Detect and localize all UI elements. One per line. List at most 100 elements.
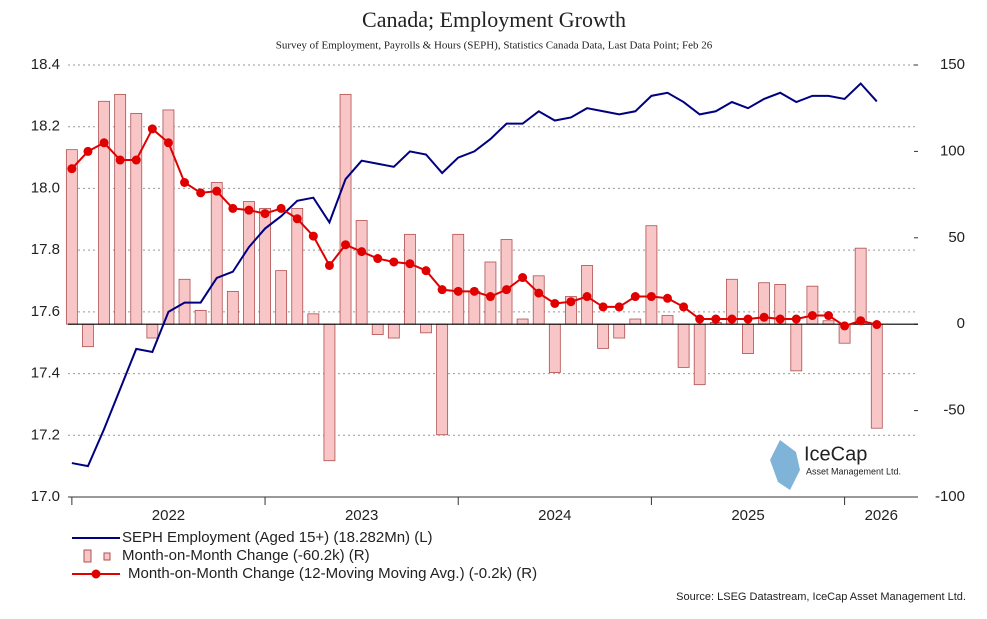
bar xyxy=(275,270,288,325)
y-tick-label: 17.2 xyxy=(31,426,60,443)
marker xyxy=(727,314,737,324)
x-tick-label: 2023 xyxy=(345,507,378,524)
marker xyxy=(196,188,206,198)
marker xyxy=(711,314,721,324)
marker xyxy=(405,259,415,269)
marker xyxy=(163,138,173,148)
bar xyxy=(742,323,754,354)
marker xyxy=(83,146,93,156)
marker xyxy=(872,320,882,330)
marker xyxy=(646,292,656,302)
marker xyxy=(469,286,479,296)
marker xyxy=(614,302,624,312)
legend-swatch xyxy=(91,569,101,579)
marker xyxy=(324,260,334,270)
y2-tick-label: 150 xyxy=(940,56,965,73)
y-tick-label: 17.4 xyxy=(31,365,60,382)
marker xyxy=(437,285,447,295)
marker xyxy=(550,298,560,308)
logo-name: IceCap xyxy=(804,443,867,465)
bar xyxy=(661,315,674,325)
marker xyxy=(115,155,125,165)
bar xyxy=(436,323,449,436)
y2-tick-label: -50 xyxy=(943,402,965,419)
marker xyxy=(147,124,157,134)
marker xyxy=(679,302,689,312)
marker xyxy=(582,292,592,302)
bar xyxy=(645,225,658,325)
marker xyxy=(99,138,109,148)
marker xyxy=(566,297,576,307)
y-tick-label: 18.0 xyxy=(31,179,60,196)
marker xyxy=(292,214,302,224)
marker xyxy=(791,314,801,324)
marker xyxy=(357,247,367,257)
marker xyxy=(485,292,495,302)
marker xyxy=(598,302,608,312)
marker xyxy=(67,164,77,174)
marker xyxy=(807,311,817,321)
marker xyxy=(421,266,431,276)
y2-tick-label: 100 xyxy=(940,142,965,159)
marker xyxy=(131,155,141,165)
y-tick-label: 18.2 xyxy=(31,118,60,135)
logo-icon xyxy=(770,440,800,490)
bar xyxy=(870,323,883,429)
x-tick-label: 2025 xyxy=(731,507,764,524)
legend-label: Month-on-Month Change (-60.2k) (R) xyxy=(122,547,370,564)
y2-tick-label: 0 xyxy=(957,315,965,332)
bar xyxy=(468,290,481,325)
marker xyxy=(630,292,640,302)
logo: IceCap Asset Management Ltd. xyxy=(770,440,901,490)
marker xyxy=(663,293,673,303)
marker xyxy=(695,314,705,324)
bar xyxy=(194,309,207,325)
bar xyxy=(323,323,336,462)
legend-swatch xyxy=(103,552,111,561)
bar xyxy=(548,323,561,373)
bar xyxy=(82,323,94,348)
marker xyxy=(308,231,318,241)
bar xyxy=(516,318,529,325)
bar xyxy=(98,100,110,325)
bar xyxy=(210,182,223,325)
bar xyxy=(355,220,368,325)
legend-label: SEPH Employment (Aged 15+) (18.282Mn) (L… xyxy=(122,529,433,546)
bar xyxy=(243,201,255,325)
marker xyxy=(759,312,769,322)
bar xyxy=(613,323,626,339)
marker xyxy=(228,203,238,213)
bar xyxy=(790,323,803,372)
bar xyxy=(629,318,642,325)
y2-tick-label: -100 xyxy=(935,488,965,505)
bar xyxy=(371,323,384,335)
marker xyxy=(534,288,544,298)
y-tick-label: 17.8 xyxy=(31,241,60,258)
y-tick-label: 17.0 xyxy=(31,488,60,505)
marker xyxy=(373,254,383,264)
bar xyxy=(854,247,867,325)
bar xyxy=(130,112,143,325)
marker xyxy=(212,186,222,196)
bar xyxy=(532,275,545,325)
marker xyxy=(823,311,833,321)
marker xyxy=(775,314,785,324)
logo-tagline: Asset Management Ltd. xyxy=(806,466,901,476)
bar xyxy=(404,233,416,325)
bar xyxy=(291,208,304,325)
source: Source: LSEG Datastream, IceCap Asset Ma… xyxy=(676,591,966,603)
marker xyxy=(743,314,753,324)
bar xyxy=(146,323,159,339)
x-tick-label: 2026 xyxy=(865,507,898,524)
bar xyxy=(420,323,432,334)
bar xyxy=(452,233,465,325)
bar xyxy=(339,93,352,325)
y-tick-label: 18.4 xyxy=(31,56,60,73)
line xyxy=(71,82,878,468)
bar xyxy=(693,323,706,386)
chart-title: Canada; Employment Growth xyxy=(362,7,626,32)
marker xyxy=(856,316,866,326)
marker xyxy=(341,240,351,250)
legend-swatch xyxy=(83,549,92,563)
